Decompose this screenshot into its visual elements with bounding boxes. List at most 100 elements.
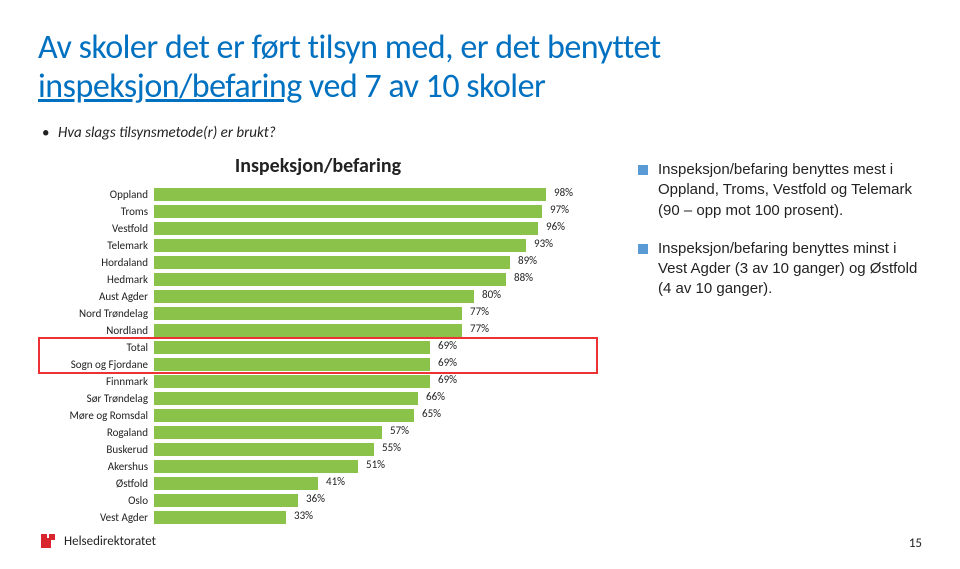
- bar: [154, 409, 414, 422]
- bar-track: 98%: [154, 188, 554, 201]
- notes-list: Inspeksjon/befaring benyttes mest i Oppl…: [638, 160, 922, 300]
- bar-value-label: 89%: [510, 254, 537, 267]
- bar-track: 66%: [154, 392, 554, 405]
- bar: [154, 188, 546, 201]
- row-label: Akershus: [38, 460, 154, 473]
- chart-row: Finnmark69%: [38, 373, 598, 390]
- bar-value-label: 51%: [358, 458, 385, 471]
- chart-row: Nord Trøndelag 77%: [38, 305, 598, 322]
- bar-track: 89%: [154, 256, 554, 269]
- title-part1: Av skoler det er ført tilsyn med, er det…: [38, 27, 661, 68]
- bar: [154, 375, 430, 388]
- bar-value-label: 33%: [286, 509, 313, 522]
- bar-value-label: 69%: [430, 339, 457, 352]
- bar-track: 69%: [154, 358, 554, 371]
- bar: [154, 256, 510, 269]
- chart-row: Vest Agder 33%: [38, 509, 598, 526]
- note-item: Inspeksjon/befaring benyttes minst i Ves…: [638, 239, 922, 300]
- bar-value-label: 88%: [506, 271, 533, 284]
- bar-value-label: 66%: [418, 390, 445, 403]
- bar-track: 57%: [154, 426, 554, 439]
- bar: [154, 222, 538, 235]
- title-part2: ved 7 av 10 skoler: [302, 66, 546, 107]
- bar: [154, 426, 382, 439]
- bar-track: 51%: [154, 460, 554, 473]
- bar-value-label: 69%: [430, 373, 457, 386]
- page-number: 15: [909, 536, 922, 551]
- slide-footer: Helsedirektoratet 15: [38, 531, 922, 551]
- bar-value-label: 65%: [414, 407, 441, 420]
- bar-track: 41%: [154, 477, 554, 490]
- row-label: Troms: [38, 205, 154, 218]
- chart-row: Østfold 41%: [38, 475, 598, 492]
- bar: [154, 511, 286, 524]
- bar-track: 65%: [154, 409, 554, 422]
- bar-value-label: 77%: [462, 305, 489, 318]
- row-label: Telemark: [38, 239, 154, 252]
- chart-row: Hedmark88%: [38, 271, 598, 288]
- row-label: Aust Agder: [38, 290, 154, 303]
- row-label: Nord Trøndelag: [38, 307, 154, 320]
- note-item: Inspeksjon/befaring benyttes mest i Oppl…: [638, 160, 922, 221]
- bar-track: 77%: [154, 307, 554, 320]
- row-label: Vest Agder: [38, 511, 154, 524]
- row-label: Nordland: [38, 324, 154, 337]
- bar-track: 69%: [154, 341, 554, 354]
- slide: Av skoler det er ført tilsyn med, er det…: [0, 0, 960, 569]
- bar: [154, 205, 542, 218]
- bar-track: 93%: [154, 239, 554, 252]
- row-label: Rogaland: [38, 426, 154, 439]
- bar-value-label: 77%: [462, 322, 489, 335]
- row-label: Østfold: [38, 477, 154, 490]
- bar: [154, 358, 430, 371]
- chart-row: Buskerud55%: [38, 441, 598, 458]
- bar-value-label: 93%: [526, 237, 553, 250]
- bar-track: 88%: [154, 273, 554, 286]
- row-label: Sør Trøndelag: [38, 392, 154, 405]
- bar-track: 55%: [154, 443, 554, 456]
- bar-value-label: 80%: [474, 288, 501, 301]
- bar-track: 96%: [154, 222, 554, 235]
- bar-value-label: 57%: [382, 424, 409, 437]
- bar: [154, 477, 318, 490]
- bar: [154, 392, 418, 405]
- bar: [154, 239, 526, 252]
- bar-track: 33%: [154, 511, 554, 524]
- notes-panel: Inspeksjon/befaring benyttes mest i Oppl…: [598, 154, 922, 318]
- bar-value-label: 69%: [430, 356, 457, 369]
- chart-rows: Oppland98%Troms97%Vestfold96%Telemark93%…: [38, 186, 598, 526]
- bar-value-label: 41%: [318, 475, 345, 488]
- bar: [154, 460, 358, 473]
- row-label: Oslo: [38, 494, 154, 507]
- logo-icon: [38, 531, 58, 551]
- chart-row: Hordaland 89%: [38, 254, 598, 271]
- row-label: Vestfold: [38, 222, 154, 235]
- bar-value-label: 97%: [542, 203, 569, 216]
- bar-track: 97%: [154, 205, 554, 218]
- row-label: Total: [38, 341, 154, 354]
- logo-text: Helsedirektoratet: [64, 534, 156, 549]
- row-label: Buskerud: [38, 443, 154, 456]
- bar-value-label: 98%: [546, 186, 573, 199]
- bar-track: 36%: [154, 494, 554, 507]
- bar-track: 80%: [154, 290, 554, 303]
- bar-chart: Inspeksjon/befaring Oppland98%Troms97%Ve…: [38, 154, 598, 526]
- row-label: Møre og Romsdal: [38, 409, 154, 422]
- chart-row: Akershus 51%: [38, 458, 598, 475]
- chart-row: Møre og Romsdal 65%: [38, 407, 598, 424]
- bar: [154, 443, 374, 456]
- row-label: Hordaland: [38, 256, 154, 269]
- subquestion: Hva slags tilsynsmetode(r) er brukt?: [42, 124, 922, 142]
- chart-row: Vestfold96%: [38, 220, 598, 237]
- chart-row: Telemark 93%: [38, 237, 598, 254]
- chart-row: Total 69%: [38, 339, 598, 356]
- bar: [154, 307, 462, 320]
- bar: [154, 341, 430, 354]
- row-label: Sogn og Fjordane: [38, 358, 154, 371]
- title-underlined: inspeksjon/befaring: [38, 66, 302, 107]
- chart-row: Nordland 77%: [38, 322, 598, 339]
- logo: Helsedirektoratet: [38, 531, 156, 551]
- chart-row: Rogaland 57%: [38, 424, 598, 441]
- chart-row: Oslo36%: [38, 492, 598, 509]
- content-row: Inspeksjon/befaring Oppland98%Troms97%Ve…: [38, 154, 922, 526]
